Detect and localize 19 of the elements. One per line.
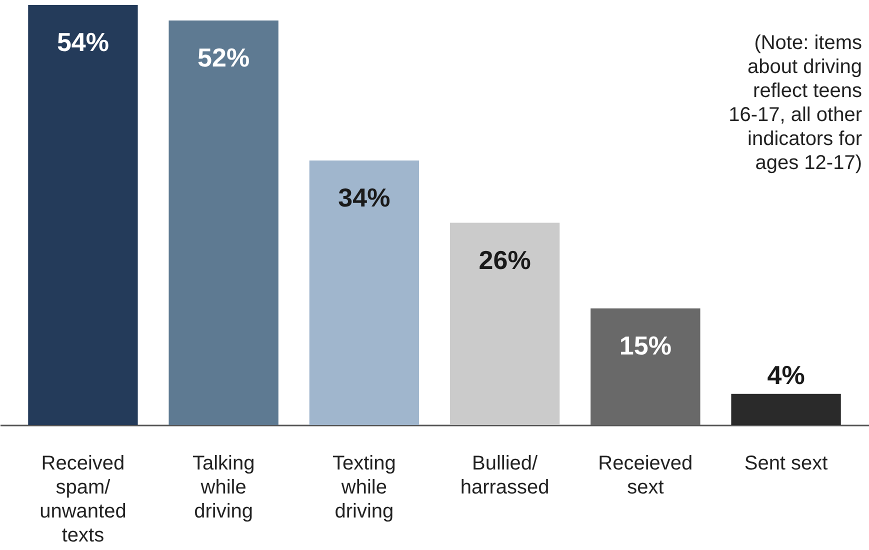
bar	[309, 160, 420, 425]
x-tick-label: Talking while driving	[192, 452, 255, 522]
data-label: 34%	[338, 182, 390, 213]
data-label: 4%	[767, 360, 805, 390]
annotation: (Note: items about driving reflect teens 16-17, all other indicators for ages 12-17)	[728, 32, 862, 174]
x-tick-label: Receieved sext	[598, 452, 693, 498]
bar	[168, 20, 278, 425]
data-label: 26%	[478, 244, 531, 275]
x-tick-label: Bullied/ harrassed	[460, 452, 550, 498]
x-tick-label: Received spam/ unwanted texts	[40, 452, 126, 546]
data-label: 54%	[56, 27, 109, 57]
bar	[450, 222, 560, 425]
data-label: 52%	[198, 42, 250, 73]
data-label: 15%	[619, 330, 672, 360]
bar	[590, 308, 700, 425]
bar	[28, 5, 138, 425]
x-tick-label: Sent sext	[744, 452, 828, 474]
x-tick-label: Texting while driving	[332, 452, 396, 522]
bar	[731, 394, 841, 425]
